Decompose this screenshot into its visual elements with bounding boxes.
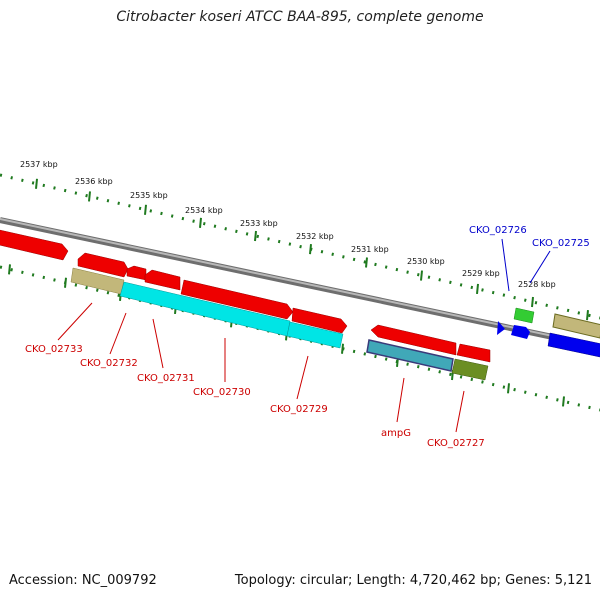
inner-major-tick — [507, 383, 510, 394]
gene-bar-cko-02729 — [286, 321, 344, 349]
gene-leader-line — [455, 390, 465, 433]
gene-label: CKO_02726 — [469, 225, 527, 236]
kbp-label: 2531 kbp — [351, 245, 389, 254]
gene-label: CKO_02725 — [532, 238, 590, 249]
outer-major-tick — [309, 244, 312, 255]
gene-arrow-ampg — [370, 324, 457, 356]
gene-bar-cko-02727 — [451, 358, 489, 381]
gene-leader-line — [529, 250, 551, 284]
outer-major-tick — [144, 204, 147, 215]
kbp-label: 2529 kbp — [462, 269, 500, 278]
kbp-label: 2532 kbp — [296, 232, 334, 241]
outer-major-tick — [531, 296, 534, 308]
kbp-label: 2535 kbp — [130, 191, 168, 200]
inner-major-tick — [562, 396, 565, 407]
gene-leader-line — [296, 355, 309, 400]
gene-arrow-cko-02732 — [126, 265, 147, 281]
gene-arrow-cko-02729 — [291, 307, 348, 334]
kbp-label: 2536 kbp — [75, 177, 113, 186]
gene-leader-line — [396, 377, 405, 423]
map-title: Citrobacter koseri ATCC BAA-895, complet… — [116, 9, 484, 25]
inner-major-tick — [8, 264, 11, 275]
gene-features — [0, 229, 600, 381]
kbp-label: 2528 kbp — [518, 280, 556, 289]
kbp-labels: 2537 kbp 2536 kbp 2535 kbp 2534 kbp 2533 kbp… — [20, 160, 556, 289]
gene-leader-line — [152, 318, 164, 369]
gene-bar-tan-right — [552, 313, 600, 339]
outer-major-tick — [199, 217, 202, 229]
outer-major-tick — [420, 270, 423, 281]
gene-labels: CKO_02733 CKO_02732 CKO_02731 CKO_02730 CKO_… — [25, 225, 590, 449]
accession-text: Accession: NC_009792 — [9, 573, 157, 588]
genome-summary-text: Topology: circular; Length: 4,720,462 bp… — [234, 573, 592, 588]
outer-major-tick — [254, 230, 257, 242]
gene-bar-blue-right — [547, 332, 600, 358]
gene-arrow-cko-02733 — [77, 252, 129, 278]
gene-bar-green — [513, 307, 535, 324]
gene-label: CKO_02730 — [193, 387, 251, 398]
outer-tick-ring — [0, 173, 600, 320]
gene-leader-line — [109, 312, 127, 355]
gene-label: CKO_02733 — [25, 344, 83, 355]
gene-label: CKO_02731 — [137, 373, 195, 384]
gene-arrow-cko-02734 — [0, 229, 69, 261]
outer-major-tick — [365, 257, 368, 268]
gene-label: ampG — [381, 428, 411, 439]
gene-leader-line — [501, 238, 510, 292]
kbp-label: 2537 kbp — [20, 160, 58, 169]
gene-arrow-cko-02727 — [456, 343, 491, 363]
outer-major-tick — [88, 191, 91, 202]
gene-label: CKO_02729 — [270, 404, 328, 415]
gene-arrow-cko-02725 — [511, 325, 530, 339]
outer-major-tick — [35, 178, 38, 189]
kbp-label: 2534 kbp — [185, 206, 223, 215]
inner-major-tick — [64, 277, 67, 288]
gene-label: CKO_02727 — [427, 438, 485, 449]
gene-arrow-cko-02730 — [180, 279, 294, 320]
gene-arrow-cko-02726 — [497, 321, 505, 335]
gene-label: CKO_02732 — [80, 358, 138, 369]
outer-major-ticks — [35, 178, 589, 321]
gene-arrow-cko-02731 — [144, 269, 181, 291]
outer-major-tick — [586, 310, 589, 321]
gene-leader-line — [57, 302, 93, 341]
gene-bar-ampg-stripes — [366, 339, 454, 372]
inner-major-tick — [341, 343, 344, 354]
kbp-label: 2530 kbp — [407, 257, 445, 266]
kbp-label: 2533 kbp — [240, 219, 278, 228]
outer-major-tick — [476, 283, 479, 295]
